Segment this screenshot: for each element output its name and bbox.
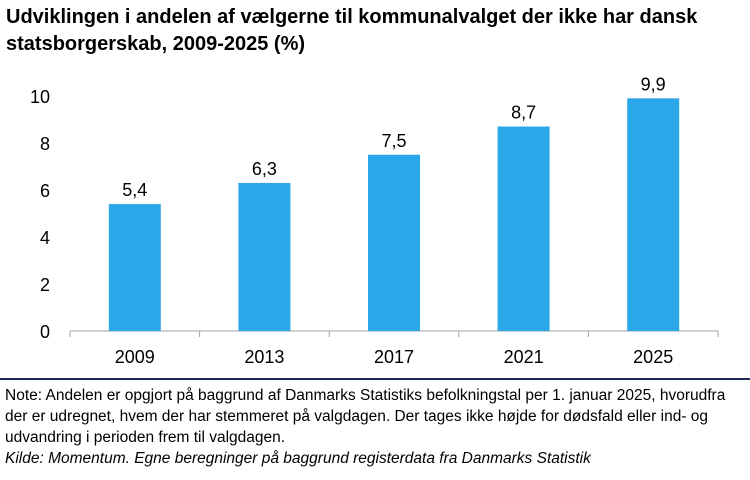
- bar-2025: [627, 98, 680, 331]
- divider: [0, 378, 750, 380]
- data-label: 8,7: [511, 103, 536, 123]
- data-label: 5,4: [122, 180, 147, 200]
- source-text: Kilde: Momentum. Egne beregninger på bag…: [5, 450, 591, 467]
- y-tick-label: 8: [40, 134, 50, 154]
- bar-2009: [108, 204, 161, 331]
- bar-2021: [497, 126, 550, 331]
- y-tick-label: 4: [40, 228, 50, 248]
- x-tick-label: 2021: [504, 347, 544, 367]
- x-tick-label: 2013: [244, 347, 284, 367]
- data-label: 6,3: [252, 159, 277, 179]
- bar-2013: [238, 182, 291, 331]
- y-tick-label: 10: [30, 87, 50, 107]
- note-text: Note: Andelen er opgjort på baggrund af …: [5, 387, 726, 446]
- x-tick-label: 2009: [115, 347, 155, 367]
- data-label: 7,5: [381, 131, 406, 151]
- y-tick-label: 0: [40, 322, 50, 342]
- x-tick-label: 2017: [374, 347, 414, 367]
- data-label: 9,9: [641, 74, 666, 94]
- bar-chart: 0 2 4 6 8 10 5,4 2009 6,3 2013 7,5 2017 8,7 2021 9,9 20…: [30, 74, 719, 367]
- y-tick-label: 6: [40, 181, 50, 201]
- chart-title: Udviklingen i andelen af vælgerne til ko…: [6, 6, 698, 55]
- y-tick-label: 2: [40, 275, 50, 295]
- bar-2017: [368, 154, 420, 331]
- x-tick-label: 2025: [633, 347, 673, 367]
